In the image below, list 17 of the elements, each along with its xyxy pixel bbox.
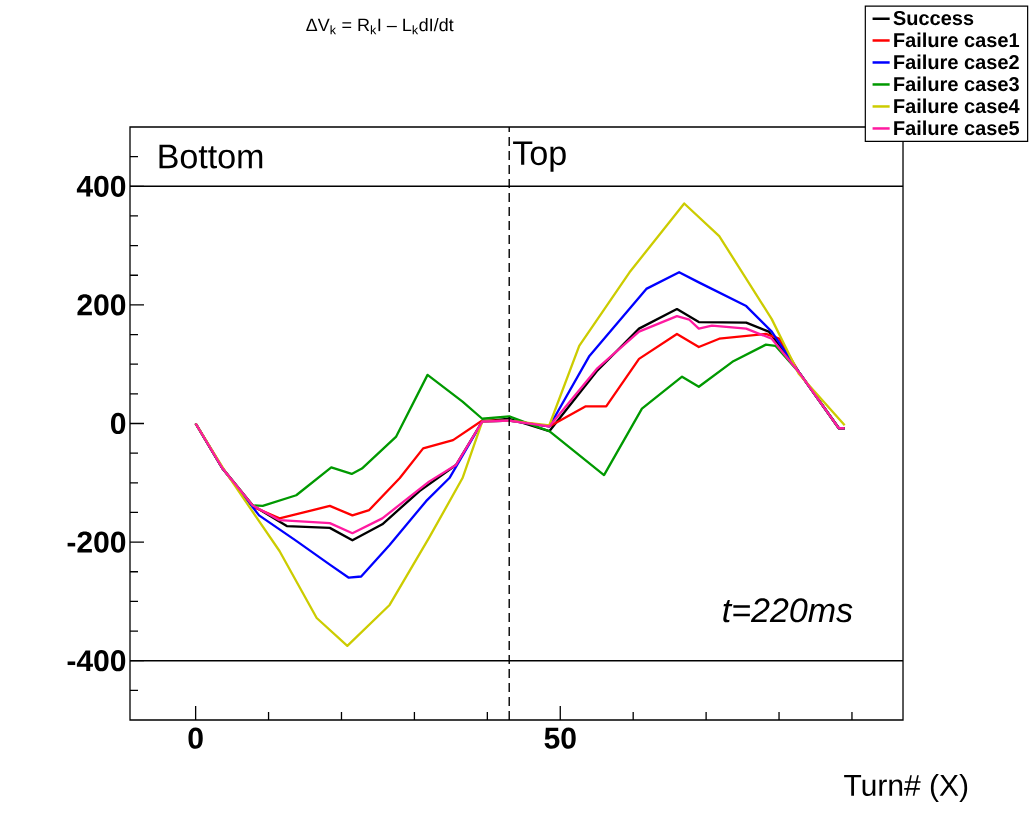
- legend-label: Failure case1: [894, 32, 1020, 48]
- x-tick-label: 50: [544, 727, 576, 749]
- text: ΔV$_{k}$ = R$_{k}$I – L$_{k}$dI/dt: [306, 18, 454, 35]
- x-axis-title: Turn# (X): [844, 773, 968, 802]
- annotation: t=220ms: [723, 598, 853, 623]
- legend-label: Failure case3: [894, 76, 1019, 92]
- y-tick-label: 0: [110, 412, 126, 435]
- legend-label: Failure case2: [894, 54, 1019, 70]
- y-tick-label: -200: [67, 531, 126, 553]
- y-tick-label: -400: [67, 650, 126, 672]
- legend-label: Failure case5: [894, 120, 1020, 136]
- legend-label: Success: [893, 11, 974, 26]
- annotation: Bottom: [159, 144, 263, 169]
- y-tick-label: 400: [76, 175, 126, 197]
- annotation: Top: [513, 141, 566, 172]
- y-tick-label: 200: [77, 294, 126, 316]
- legend-label: Failure case4: [894, 98, 1020, 114]
